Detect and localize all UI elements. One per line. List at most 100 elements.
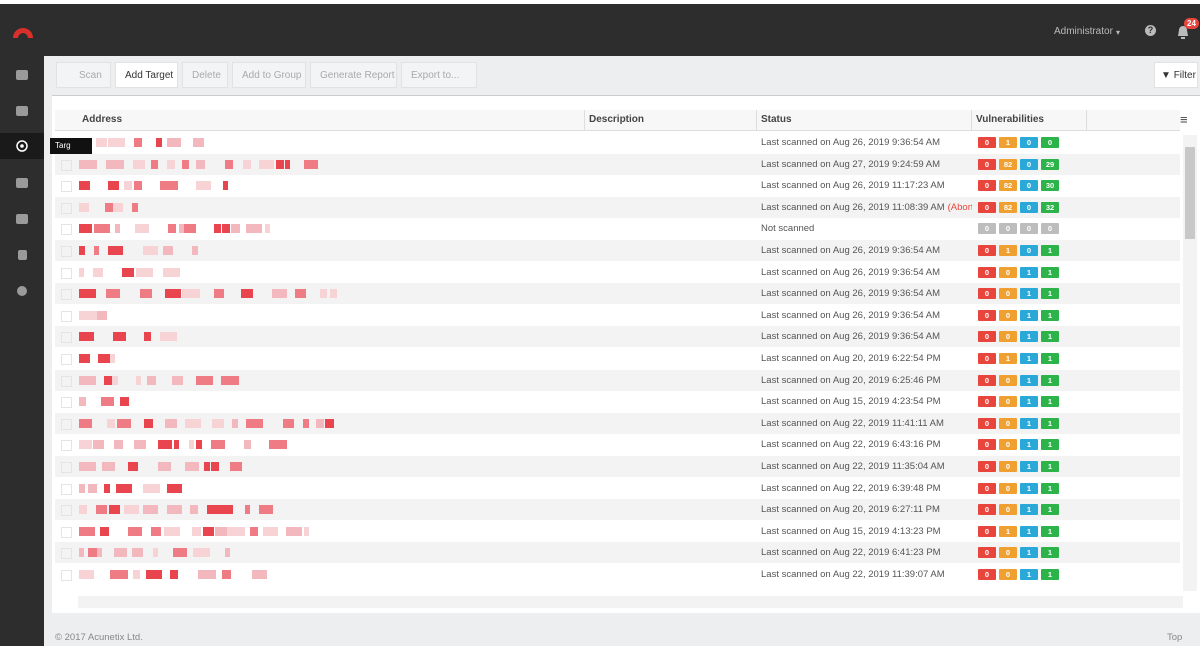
bug-icon[interactable]	[16, 178, 28, 188]
checkbox[interactable]	[61, 570, 72, 581]
dashboard-icon[interactable]	[16, 70, 28, 80]
toolbar-button[interactable]: Generate Report	[310, 62, 397, 88]
checkbox[interactable]	[61, 397, 72, 409]
table-row[interactable]: Last scanned on Aug 20, 2019 6:27:11 PM 0…	[55, 499, 1180, 521]
obscured-address	[196, 181, 211, 191]
table-row[interactable]: Not scanned 0 0 0 0	[55, 218, 1180, 239]
checkbox[interactable]	[61, 310, 72, 322]
toolbar-button[interactable]: Scan	[56, 62, 111, 88]
vuln-count: 29	[1041, 158, 1059, 170]
vuln-count: 82	[999, 180, 1017, 192]
table-row[interactable]: Last scanned on Aug 20, 2019 6:25:46 PM 0…	[55, 369, 1180, 391]
user-menu[interactable]: Administrator	[1054, 26, 1113, 37]
caret: ▾	[1116, 28, 1121, 37]
checkbox[interactable]	[61, 483, 72, 495]
scrollbar[interactable]	[1183, 135, 1197, 591]
vuln-count: 0	[1020, 223, 1038, 235]
table-row[interactable]: Last scanned on Aug 22, 2019 11:39:07 AM…	[55, 564, 1180, 585]
obscured-address	[172, 375, 183, 385]
vuln-count: 0	[999, 482, 1017, 494]
checkbox[interactable]	[61, 548, 72, 560]
vuln-count: 0	[978, 223, 996, 235]
vuln-count: 0	[1041, 223, 1059, 235]
checkbox[interactable]	[61, 224, 72, 236]
table-row[interactable]: Last scanned on Aug 15, 2019 4:13:23 PM 0…	[55, 521, 1180, 542]
table-row[interactable]: Last scanned on Aug 26, 2019 11:17:23 AM…	[55, 175, 1180, 196]
vuln-count: 0	[978, 266, 996, 278]
checkbox[interactable]	[61, 418, 72, 430]
table-row[interactable]: Last scanned on Aug 26, 2019 9:36:54 AM 0…	[55, 262, 1180, 283]
checkbox[interactable]	[61, 526, 72, 538]
checkbox[interactable]	[61, 202, 72, 214]
obscured-address	[108, 246, 123, 255]
column-header[interactable]: Vulnerabilities	[972, 110, 1087, 130]
obscured-address	[94, 246, 99, 255]
column-header[interactable]: Status	[757, 110, 972, 130]
table-row[interactable]: Last scanned on Aug 26, 2019 9:36:54 AM 0…	[55, 326, 1180, 348]
obscured-address	[79, 418, 92, 428]
obscured-address	[79, 202, 89, 212]
status: Last scanned on Aug 26, 2019 11:08:39 AM…	[761, 197, 972, 218]
table-row[interactable]: Last scanned on Aug 22, 2019 6:43:16 PM 0…	[55, 434, 1180, 455]
checkbox[interactable]	[61, 246, 72, 257]
column-header[interactable]: Address	[78, 110, 585, 130]
help-icon[interactable]: ?	[1145, 25, 1156, 36]
checkbox[interactable]	[61, 505, 72, 517]
checkbox[interactable]	[61, 440, 72, 452]
toolbar-button[interactable]: Delete	[182, 62, 228, 88]
toolbar-button[interactable]: Add to Group	[232, 62, 306, 88]
obscured-address	[158, 440, 172, 450]
table-row[interactable]: Last scanned on Aug 26, 2019 9:36:54 AM 0…	[55, 283, 1180, 305]
toolbar-button[interactable]: Export to...	[401, 62, 477, 88]
bell-icon[interactable]	[1176, 24, 1190, 40]
table-row[interactable]: Last scanned on Aug 20, 2019 6:22:54 PM 0…	[55, 348, 1180, 369]
table-row[interactable]: Last scanned on Aug 22, 2019 6:39:48 PM 0…	[55, 478, 1180, 499]
obscured-address	[295, 289, 306, 299]
vuln-count: 1	[1020, 504, 1038, 516]
table-row[interactable]: Last scanned on Aug 26, 2019 9:36:54 AM 0…	[55, 240, 1180, 261]
table-row[interactable]: Last scanned on Aug 26, 2019 11:08:39 AM…	[55, 196, 1180, 218]
obscured-address	[79, 310, 97, 320]
obscured-address	[182, 159, 189, 169]
obscured-address	[212, 418, 224, 428]
vuln-count: 1	[1020, 547, 1038, 559]
column-menu[interactable]: ≡	[1180, 112, 1188, 127]
active-item[interactable]	[0, 133, 44, 159]
vuln-count: 1	[1041, 288, 1059, 300]
obscured-address	[79, 397, 86, 407]
h-scrollbar[interactable]	[78, 596, 1183, 608]
chart-icon[interactable]	[16, 214, 28, 224]
table-row[interactable]: Last scanned on Aug 22, 2019 11:35:04 AM…	[55, 456, 1180, 477]
filter-button[interactable]: ▼ Filter	[1154, 62, 1198, 88]
settings-icon[interactable]	[17, 286, 27, 296]
obscured-address	[204, 462, 210, 471]
obscured-address	[110, 570, 128, 579]
vuln-count: 1	[1041, 266, 1059, 278]
vuln-count: 0	[978, 158, 996, 170]
checkbox[interactable]	[61, 181, 72, 193]
speed-icon[interactable]	[16, 106, 28, 116]
table-row[interactable]: Last scanned on Aug 26, 2019 9:36:54 AM 0…	[55, 305, 1180, 326]
obscured-address	[165, 418, 177, 428]
vuln-count: 0	[978, 547, 996, 559]
table-row[interactable]: Last scanned on Aug 27, 2019 9:24:59 AM 0…	[55, 153, 1180, 175]
toolbar-button[interactable]: Add Target	[115, 62, 178, 88]
checkbox[interactable]	[61, 354, 72, 365]
checkbox[interactable]	[61, 267, 72, 279]
table-row[interactable]: Last scanned on Aug 22, 2019 11:41:11 AM…	[55, 412, 1180, 434]
report-icon[interactable]	[18, 250, 27, 260]
obscured-address	[211, 462, 219, 471]
checkbox[interactable]	[61, 375, 72, 387]
table-row[interactable]: Last scanned on Aug 22, 2019 6:41:23 PM 0…	[55, 542, 1180, 564]
table-row[interactable]: Last scanned on Aug 15, 2019 4:23:54 PM 0…	[55, 391, 1180, 412]
checkbox[interactable]	[61, 332, 72, 344]
checkbox[interactable]	[61, 462, 72, 473]
top-link[interactable]: Top	[1167, 632, 1183, 643]
checkbox[interactable]	[61, 159, 72, 171]
checkbox[interactable]	[61, 289, 72, 301]
obscured-address	[144, 418, 153, 428]
table-row[interactable]: Last scanned on Aug 26, 2019 9:36:54 AM 0…	[55, 132, 1180, 153]
vuln-count: 0	[978, 201, 996, 213]
column-header[interactable]: Description	[585, 110, 757, 130]
scroll-thumb[interactable]	[1185, 147, 1195, 239]
